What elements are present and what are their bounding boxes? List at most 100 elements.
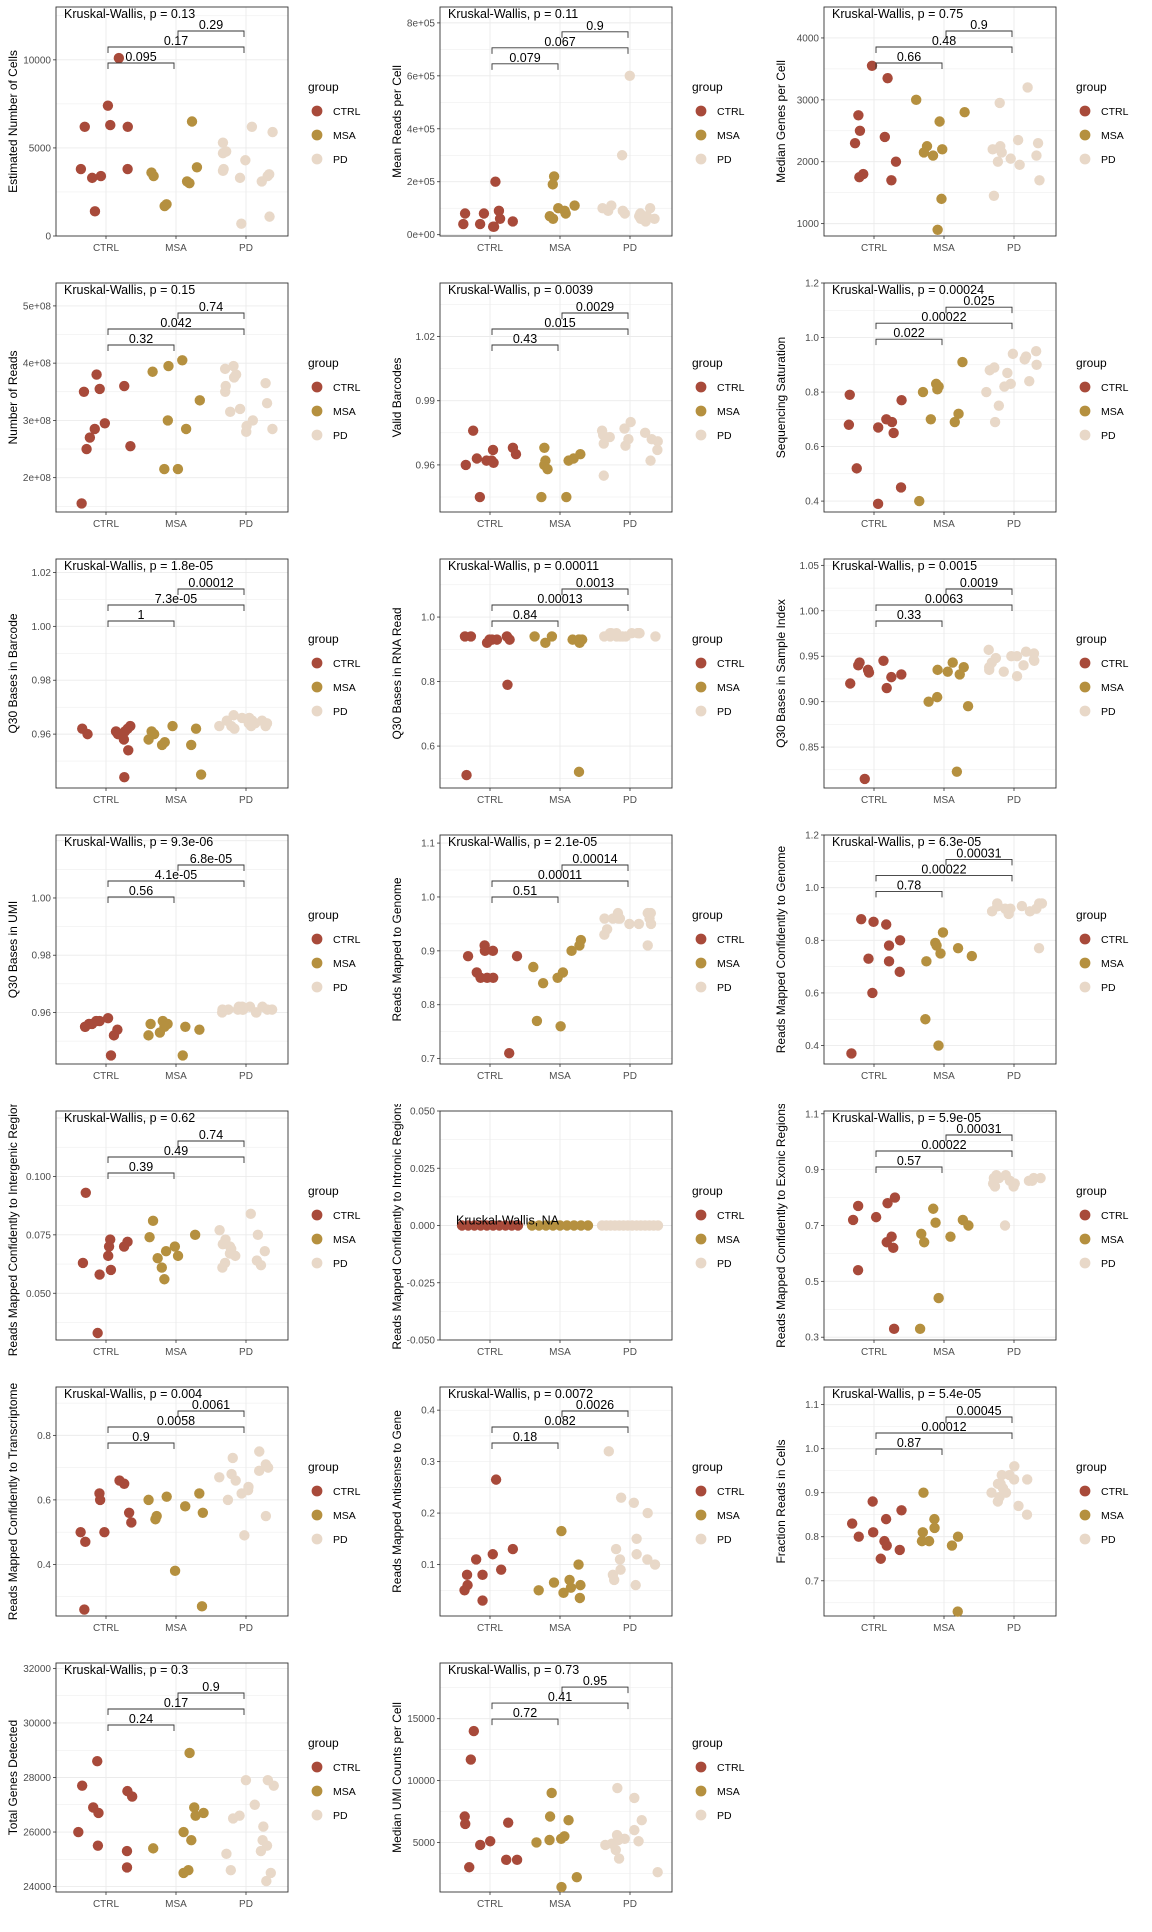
data-point-pd <box>255 1845 267 1857</box>
y-axis-title: Q30 Bases in UMI <box>6 901 20 998</box>
x-tick-label: MSA <box>165 1623 187 1634</box>
data-point-pd <box>258 1821 269 1832</box>
legend-label-pd: PD <box>333 1258 348 1270</box>
legend-key-msa <box>1079 1233 1091 1245</box>
x-tick-label: MSA <box>165 1899 187 1910</box>
comparison-bracket <box>491 63 559 70</box>
legend-label-msa: MSA <box>1101 1234 1124 1246</box>
data-point-pd <box>602 205 614 217</box>
legend-key-pd <box>695 1257 707 1269</box>
data-point-ctrl <box>76 1780 88 1791</box>
data-point-pd <box>245 720 257 732</box>
panel-border <box>439 6 673 237</box>
data-point-ctrl <box>487 221 499 232</box>
data-point-ctrl <box>94 1494 106 1506</box>
comparison-p-value: 0.74 <box>199 300 223 314</box>
legend-label-msa: MSA <box>333 682 356 694</box>
x-tick-label: CTRL <box>477 1071 504 1082</box>
comparison-p-value: 0.29 <box>199 18 223 32</box>
legend-label-pd: PD <box>717 1534 732 1546</box>
legend-label-ctrl: CTRL <box>717 658 745 670</box>
y-axis-title: Number of Reads <box>6 350 20 444</box>
x-tick-label: PD <box>239 1623 253 1634</box>
y-tick-label: 4000 <box>797 33 820 44</box>
y-tick-label: 10000 <box>23 55 51 66</box>
data-point-pd <box>652 436 663 447</box>
y-tick-label: 0.8 <box>805 936 819 947</box>
data-point-ctrl <box>895 482 907 493</box>
panel-border <box>55 834 289 1065</box>
data-point-ctrl <box>126 1791 138 1802</box>
data-point-msa <box>923 696 934 707</box>
data-point-msa <box>152 1253 163 1264</box>
data-point-pd <box>981 386 992 398</box>
kruskal-wallis-label: Kruskal-Wallis, p = 6.3e-05 <box>832 835 981 849</box>
data-point-msa <box>186 739 197 751</box>
y-tick-label: 0.98 <box>32 951 52 962</box>
legend-title: group <box>1076 80 1107 94</box>
chart-panel-6: 0.96 0.98 1.00 1.02 CTRL MSA PD Q30 Bases in Ba… <box>6 558 361 806</box>
x-tick-label: CTRL <box>93 795 120 806</box>
data-point-msa <box>957 356 968 368</box>
legend-key-msa <box>695 1233 707 1245</box>
comparison-p-value: 0.082 <box>544 1414 575 1428</box>
comparison-bracket <box>491 344 559 351</box>
comparison-bracket <box>875 620 943 627</box>
comparison-p-value: 0.00011 <box>538 868 582 882</box>
legend-key-msa <box>311 1785 323 1797</box>
x-tick-label: MSA <box>165 519 187 530</box>
data-point-ctrl <box>80 1187 91 1198</box>
comparison-p-value: 0.39 <box>129 1160 153 1174</box>
data-point-pd <box>214 1224 225 1236</box>
comparison-p-value: 0.067 <box>544 35 575 49</box>
chart-panel-1: 0e+00 2e+05 4e+05 6e+05 8e+05 CTRL MSA PD Mean R… <box>390 6 745 254</box>
legend-label-pd: PD <box>717 430 732 442</box>
data-point-pd <box>599 929 610 940</box>
data-point-msa <box>529 631 540 642</box>
data-point-ctrl <box>846 1048 857 1059</box>
x-tick-label: MSA <box>549 1071 571 1082</box>
legend-key-pd <box>311 1533 323 1545</box>
data-point-msa <box>536 491 547 503</box>
comparison-bracket <box>945 588 1013 595</box>
data-point-pd <box>608 1574 620 1586</box>
data-point-pd <box>261 398 273 409</box>
y-axis-title: Reads Mapped Confidently to Intronic Reg… <box>390 1104 404 1350</box>
data-point-msa <box>150 1514 161 1525</box>
data-point-pd <box>652 1866 663 1878</box>
y-axis-title: Reads Mapped Confidently to Intergenic R… <box>6 1104 20 1356</box>
comparison-p-value: 0.87 <box>897 1436 921 1450</box>
legend-label-msa: MSA <box>717 406 740 418</box>
data-point-pd <box>610 1543 622 1555</box>
y-tick-label: 0.8 <box>37 1431 51 1442</box>
y-tick-label: 0.8 <box>421 677 435 688</box>
legend-label-ctrl: CTRL <box>333 1486 361 1498</box>
y-axis-title: Valid Barcodes <box>390 358 404 438</box>
y-tick-label: 0.9 <box>805 1488 819 1499</box>
data-point-pd <box>1023 1175 1035 1187</box>
data-point-ctrl <box>92 1755 103 1767</box>
data-point-pd <box>989 1181 1001 1192</box>
data-point-msa <box>172 463 184 475</box>
data-point-msa <box>937 927 949 938</box>
data-point-pd <box>603 1446 615 1457</box>
y-tick-label: 1.0 <box>421 892 435 903</box>
data-point-msa <box>925 414 937 425</box>
comparison-p-value: 0.9 <box>132 1430 149 1444</box>
y-axis-title: Reads Mapped Confidently to Genome <box>774 845 788 1053</box>
data-point-pd <box>1022 82 1033 93</box>
data-point-pd <box>228 360 239 372</box>
data-point-msa <box>942 666 953 677</box>
data-point-ctrl <box>462 951 474 962</box>
data-point-ctrl <box>888 427 899 439</box>
kruskal-wallis-label: Kruskal-Wallis, p = 9.3e-06 <box>64 835 213 849</box>
data-point-msa <box>564 1574 575 1586</box>
comparison-bracket <box>491 604 629 611</box>
legend-key-ctrl <box>695 105 707 117</box>
data-point-msa <box>528 961 539 973</box>
comparison-bracket <box>491 620 559 627</box>
data-point-pd <box>989 416 1001 428</box>
data-point-pd <box>639 427 651 439</box>
data-point-ctrl <box>459 1585 470 1596</box>
data-point-ctrl <box>126 1517 137 1528</box>
